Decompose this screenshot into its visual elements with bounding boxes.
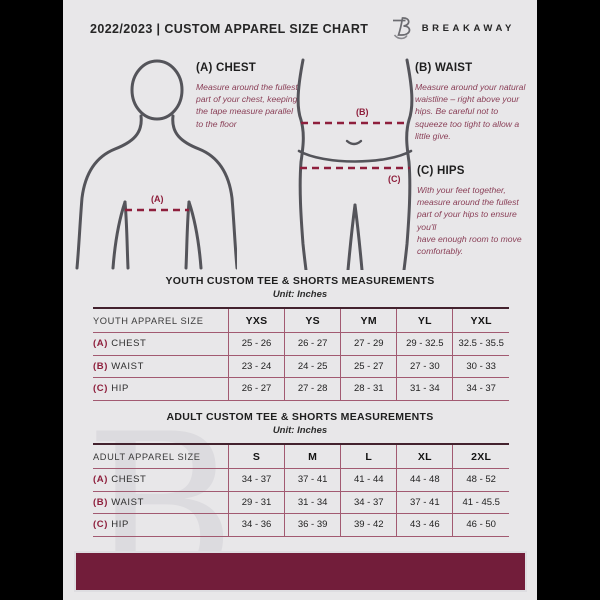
size-column-header: 2XL [452,444,509,469]
size-column-header: YXL [452,308,509,333]
size-table-header-row: YOUTH APPAREL SIZE YXS YS YM YL YXL [93,308,509,333]
upper-body-diagram: (A) [75,59,237,270]
measurement-value: 34 - 37 [340,490,397,514]
measurement-key: (B) [93,496,108,508]
measurement-key: (C) [93,519,108,531]
measurement-value: 37 - 41 [396,490,453,514]
measurement-row: (B) WAIST 23 - 24 24 - 25 25 - 27 27 - 30 30 … [93,354,509,378]
flyer-content: 2022/2023 | CUSTOM APPAREL SIZE CHART BR… [63,0,537,600]
measurement-value: 44 - 48 [396,468,453,491]
measurement-value: 34 - 37 [227,468,285,491]
waist-line-label: (B) [356,107,369,117]
measurement-key: (B) [93,360,108,372]
measurement-row-label: (A) CHEST [93,332,229,355]
measurement-value: 25 - 27 [340,354,397,378]
hips-guide-text: With your feet together, measure around … [417,185,522,257]
measurement-value: 43 - 46 [396,513,453,536]
chest-guide-text: Measure around the fullest part of your … [196,82,298,129]
measurement-value: 27 - 28 [284,377,341,400]
size-column-header: YL [396,308,453,333]
waist-guide: (B) WAIST Measure around your natural wa… [415,62,529,142]
lower-body-diagram: (B) (C) [296,58,414,270]
youth-size-table: YOUTH APPAREL SIZE YXS YS YM YL YXL (A) CHEST 2… [93,307,509,401]
measurement-value: 26 - 27 [284,332,341,355]
measurement-row-label: (C) HIP [93,377,229,400]
size-column-header: M [284,444,341,469]
waist-guide-text: Measure around your natural waistline – … [415,82,526,141]
footer-accent-bar [74,551,527,592]
chest-guide-heading: (A) CHEST [196,62,256,74]
measurement-value: 27 - 30 [396,354,453,378]
size-column-header: YS [284,308,341,333]
measurement-value: 31 - 34 [396,377,453,400]
measurement-value: 32.5 - 35.5 [452,332,509,355]
measurement-value: 34 - 37 [452,377,509,400]
page-title: 2022/2023 | CUSTOM APPAREL SIZE CHART [90,22,369,36]
navel-mark [345,139,363,146]
measurement-row-label: (B) WAIST [93,490,229,514]
measurement-row-label: (A) CHEST [93,468,229,491]
hips-guide-heading: (C) HIPS [417,165,465,177]
adult-table-unit: Unit: Inches [272,425,328,436]
measurement-row: (B) WAIST 29 - 31 31 - 34 34 - 37 37 - 41 41 … [93,490,509,514]
measurement-row: (A) CHEST 34 - 37 37 - 41 41 - 44 44 - 48 48 … [93,468,509,491]
measurement-value: 28 - 31 [340,377,397,400]
measurement-row: (A) CHEST 25 - 26 26 - 27 27 - 29 29 - 32.5 3… [93,332,509,355]
measurement-row: (C) HIP 26 - 27 27 - 28 28 - 31 31 - 34 34 - … [93,377,509,400]
waist-guide-heading: (B) WAIST [415,62,473,74]
figure-head [130,59,184,121]
adult-size-table: ADULT APPAREL SIZE S M L XL 2XL (A) CHEST 34 - … [93,443,509,537]
measurement-value: 41 - 44 [340,468,397,491]
measurement-value: 26 - 27 [227,377,285,400]
size-column-header: S [227,444,285,469]
measurement-value: 36 - 39 [284,513,341,536]
measurement-value: 30 - 33 [452,354,509,378]
measurement-row-label: (B) WAIST [93,354,229,378]
hips-guide: (C) HIPS With your feet together, measur… [417,165,535,257]
size-column-header: YM [340,308,397,333]
measurement-value: 23 - 24 [227,354,285,378]
measurement-value: 34 - 36 [227,513,285,536]
measurement-key: (A) [93,474,108,486]
measurement-value: 25 - 26 [227,332,285,355]
adult-table-title: ADULT CUSTOM TEE & SHORTS MEASUREMENTS [166,411,434,423]
measurement-key: (A) [93,338,108,350]
brand-logo: BREAKAWAY [390,15,515,41]
size-column-header: XL [396,444,453,469]
measurement-value: 39 - 42 [340,513,397,536]
youth-table-unit: Unit: Inches [272,289,328,300]
measurement-value: 31 - 34 [284,490,341,514]
size-column-header: YXS [227,308,285,333]
measurement-key: (C) [93,383,108,395]
apparel-size-header-label: YOUTH APPAREL SIZE [93,315,204,326]
measurement-value: 27 - 29 [340,332,397,355]
hip-curve [297,149,413,163]
apparel-size-header-label: ADULT APPAREL SIZE [93,451,201,462]
chest-guide: (A) CHEST Measure around the fullest par… [196,62,300,130]
breakaway-b-icon [392,17,411,40]
measurement-value: 29 - 31 [227,490,285,514]
flyer-page: B 2022/2023 | CUSTOM APPAREL SIZE CHART … [63,0,537,600]
measurement-row-label: (C) HIP [93,513,229,536]
youth-table-title: YOUTH CUSTOM TEE & SHORTS MEASUREMENTS [165,275,435,287]
measurement-value: 46 - 50 [452,513,509,536]
brand-name: BREAKAWAY [421,22,515,34]
measurement-value: 48 - 52 [452,468,509,491]
size-column-header: L [340,444,397,469]
measurement-value: 37 - 41 [284,468,341,491]
measurement-value: 24 - 25 [284,354,341,378]
measurement-row: (C) HIP 34 - 36 36 - 39 39 - 42 43 - 46 46 - … [93,513,509,536]
hips-line-label: (C) [388,174,401,184]
measurement-value: 41 - 45.5 [452,490,509,514]
measurement-value: 29 - 32.5 [396,332,453,355]
chest-line-label: (A) [151,194,164,204]
size-table-header-row: ADULT APPAREL SIZE S M L XL 2XL [93,444,509,469]
